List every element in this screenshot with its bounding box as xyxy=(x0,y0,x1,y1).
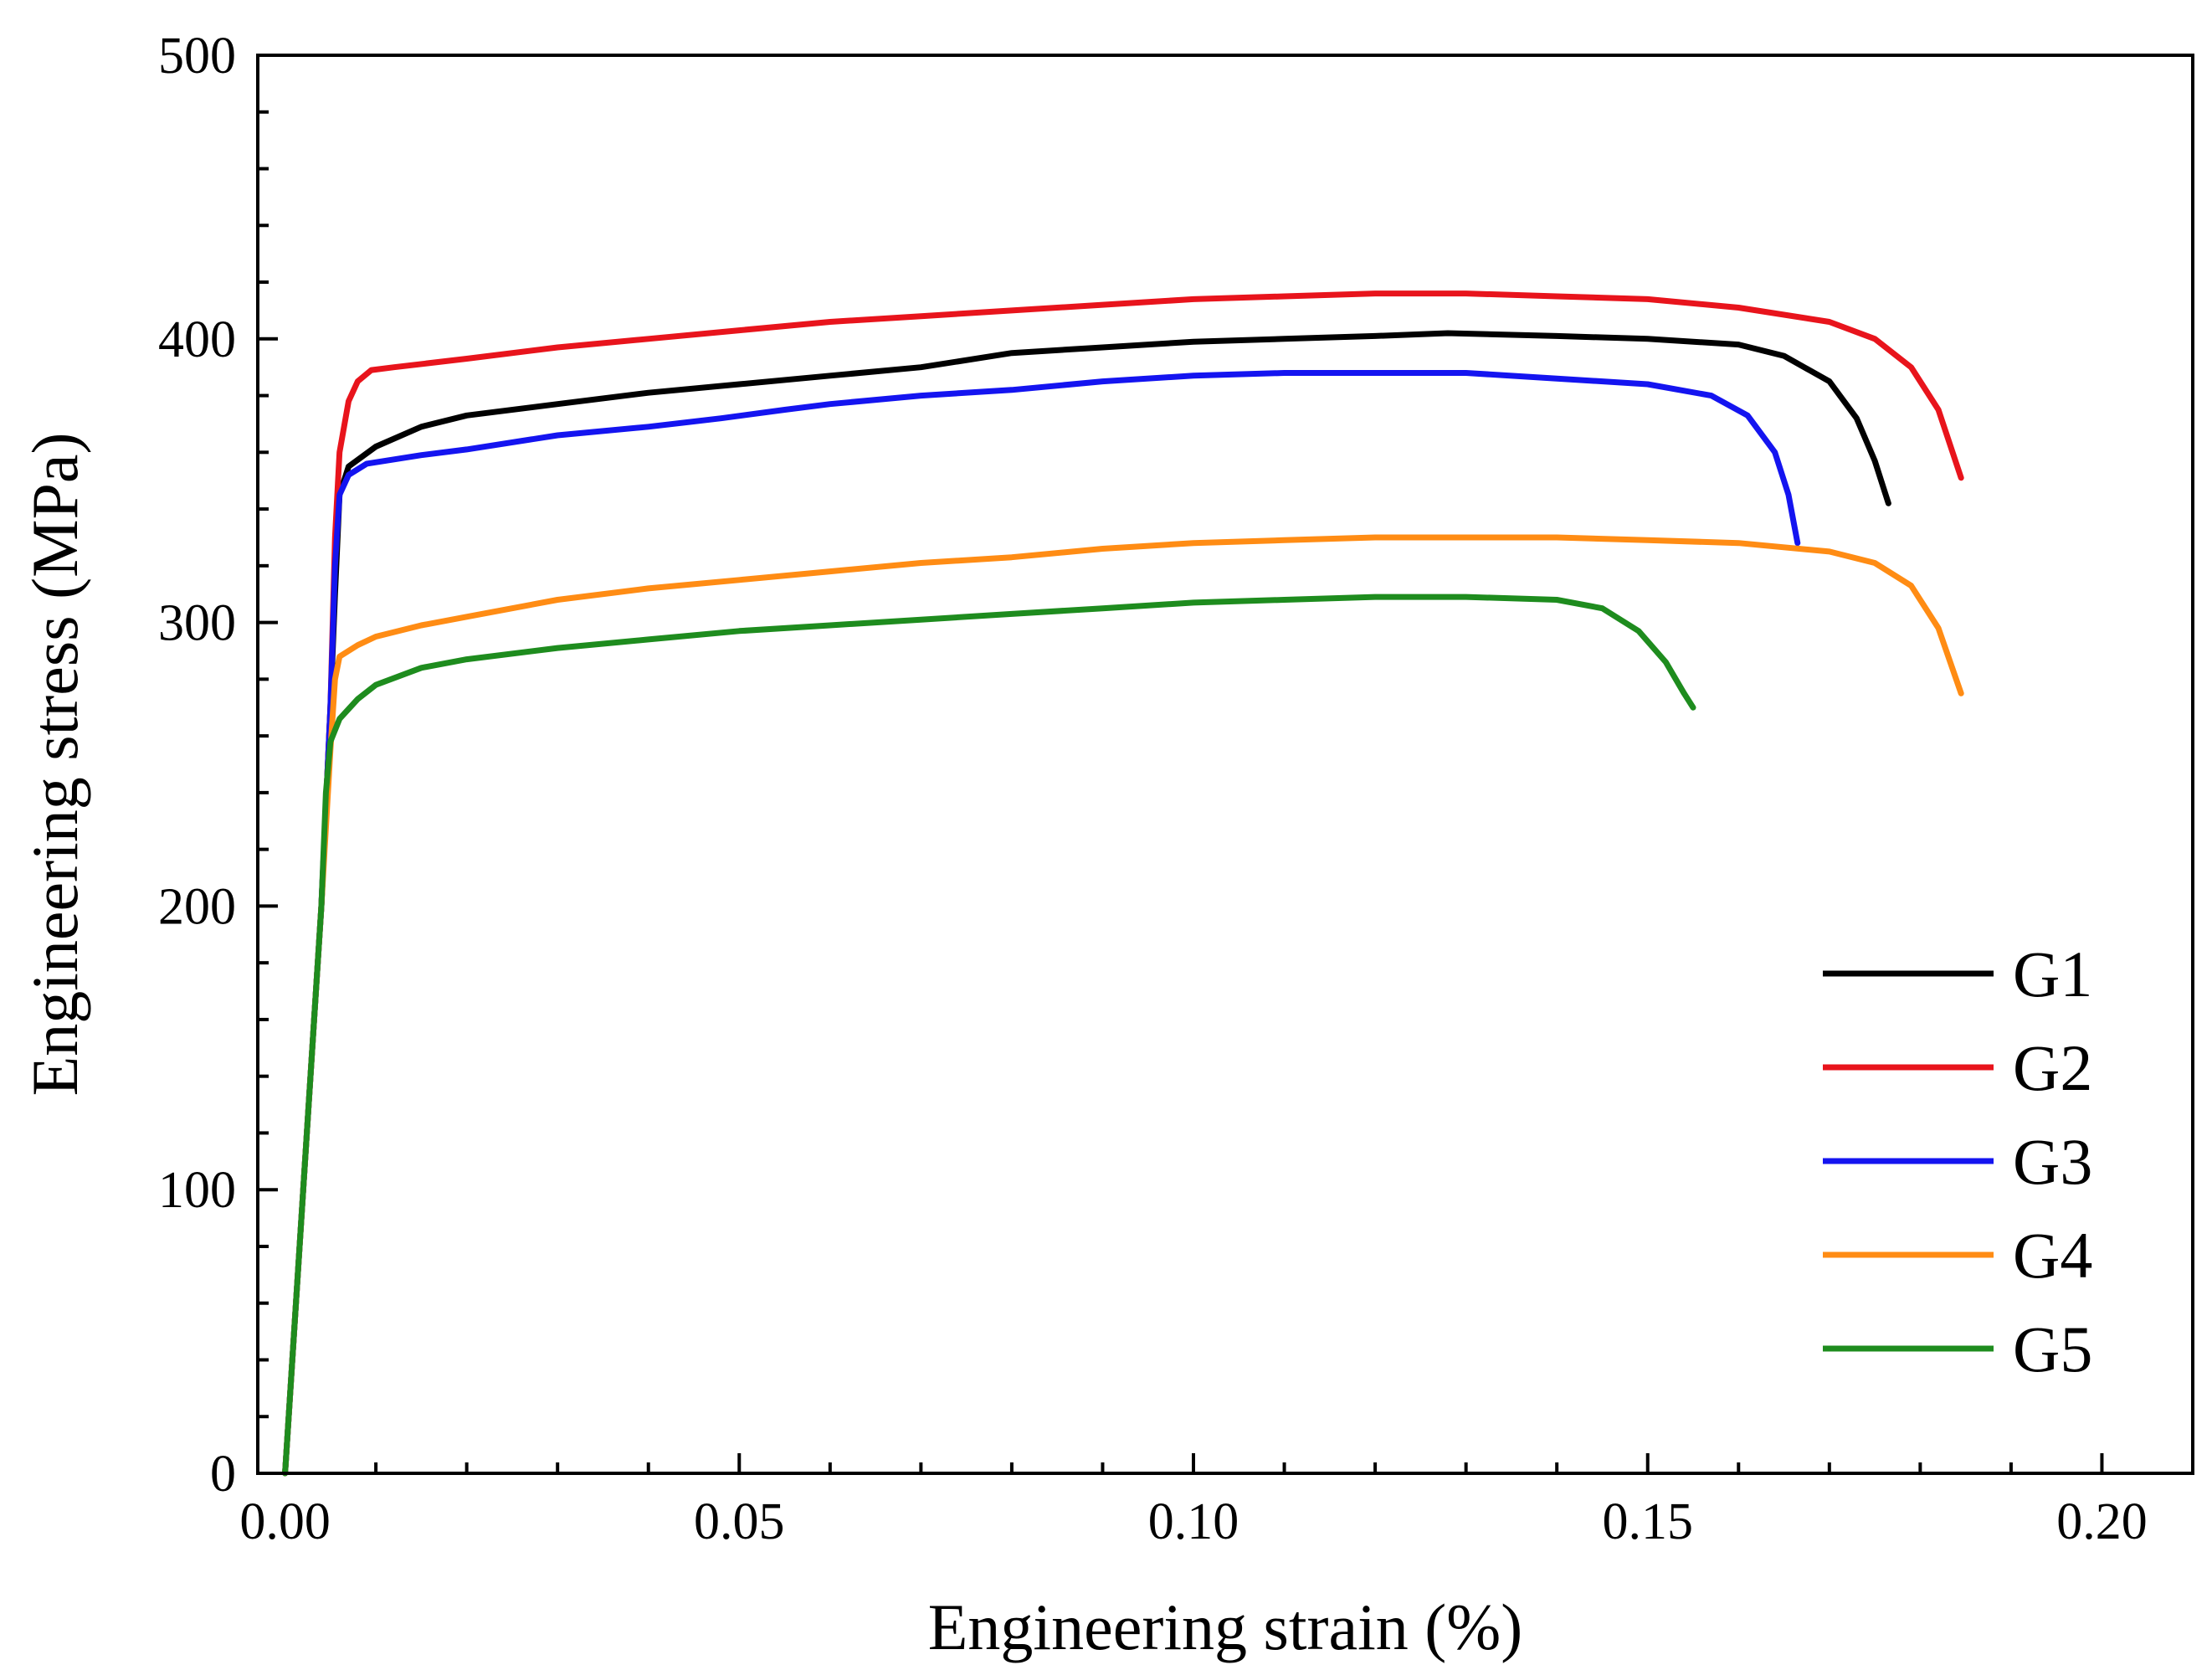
legend-label-g4: G4 xyxy=(2013,1219,2092,1292)
legend-label-g3: G3 xyxy=(2013,1125,2092,1198)
legend-label-g5: G5 xyxy=(2013,1313,2092,1385)
series-line-g4 xyxy=(282,534,1964,1477)
y-tick-label: 100 xyxy=(158,1162,236,1219)
plot-frame xyxy=(256,54,2194,1475)
y-axis-title: Engineering stress (MPa) xyxy=(18,433,91,1097)
legend: G1 G2 G3 G4 G5 xyxy=(1823,938,2092,1385)
series-line-g5 xyxy=(282,594,1696,1477)
series-line-g2 xyxy=(282,290,1964,1477)
x-tick-label: 0.05 xyxy=(694,1493,785,1550)
series-lines xyxy=(282,290,1964,1477)
x-tick-labels: 0.00 0.05 0.10 0.15 0.20 xyxy=(239,1493,2147,1550)
axis-ticks xyxy=(258,54,2194,1475)
x-axis-title: Engineering strain (%) xyxy=(928,1590,1522,1663)
y-tick-label: 300 xyxy=(158,595,236,652)
series-line-g3 xyxy=(282,370,1801,1477)
y-tick-labels: 0 100 200 300 400 500 xyxy=(158,28,236,1503)
legend-label-g2: G2 xyxy=(2013,1031,2092,1104)
x-tick-label: 0.10 xyxy=(1148,1493,1239,1550)
x-tick-label: 0.00 xyxy=(239,1493,331,1550)
y-tick-label: 0 xyxy=(210,1446,236,1503)
y-tick-label: 200 xyxy=(158,878,236,935)
y-tick-label: 400 xyxy=(158,311,236,368)
y-tick-label: 500 xyxy=(158,28,236,85)
x-tick-label: 0.20 xyxy=(2056,1493,2148,1550)
series-line-g1 xyxy=(282,330,1891,1477)
legend-label-g1: G1 xyxy=(2013,938,2092,1010)
x-tick-label: 0.15 xyxy=(1602,1493,1693,1550)
